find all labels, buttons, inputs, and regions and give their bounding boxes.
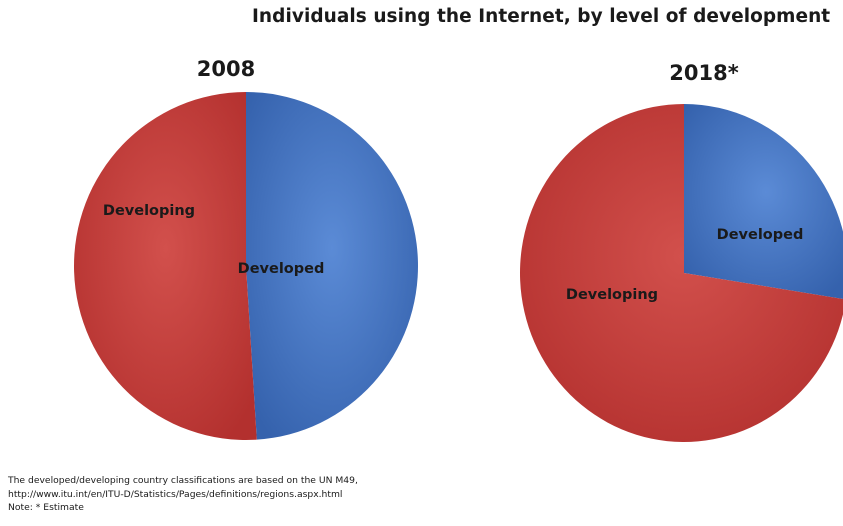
pie-slice-2018-developing	[520, 104, 843, 442]
pie-title-2018: 2018*	[669, 61, 738, 85]
footnote: The developed/developing country classif…	[8, 474, 358, 515]
slice-label-2018-developed: Developed	[717, 227, 804, 243]
footnote-line-classification: The developed/developing country classif…	[8, 475, 358, 486]
pie-slice-2008-developing	[73, 92, 257, 441]
chart-title: Individuals using the Internet, by level…	[252, 6, 831, 27]
slice-label-2018-developing: Developing	[566, 287, 658, 303]
pie-title-2008: 2008	[197, 57, 255, 81]
footnote-line-note: Note: * Estimate	[8, 502, 84, 513]
pie-slice-2008-developed	[246, 92, 418, 440]
slice-label-2008-developed: Developed	[238, 261, 325, 277]
footnote-line-url: http://www.itu.int/en/ITU-D/Statistics/P…	[8, 488, 343, 500]
slice-label-2008-developing: Developing	[103, 203, 195, 219]
pie-slice-2018-developed	[684, 104, 843, 299]
